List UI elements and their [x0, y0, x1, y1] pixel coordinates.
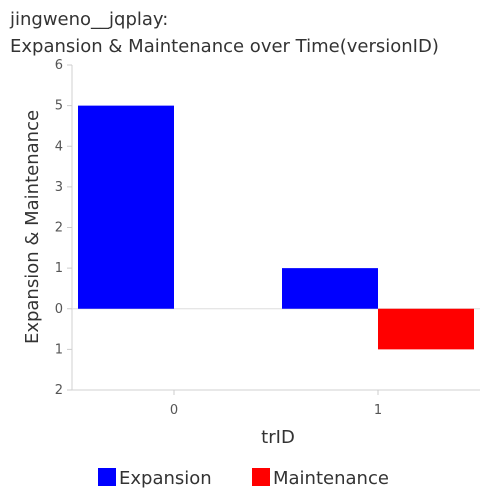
bar-expansion-0 — [78, 105, 174, 309]
y-tick-label: 6 — [55, 58, 63, 73]
x-tick-label: 1 — [374, 403, 382, 418]
x-tick-label: 0 — [170, 403, 178, 418]
legend-swatch-expansion — [98, 468, 116, 486]
y-axis-ticks: 6 5 4 3 2 1 0 1 2 — [55, 58, 72, 398]
bar-expansion-1 — [282, 268, 378, 309]
y-axis-title: Expansion & Maintenance — [22, 110, 43, 344]
x-axis-title: trID — [261, 427, 295, 448]
y-tick-label: 0 — [55, 302, 63, 317]
legend-swatch-maintenance — [252, 468, 270, 486]
chart-title-line-1: jingweno__jqplay: — [9, 9, 168, 30]
bars — [78, 105, 474, 350]
legend: Expansion Maintenance — [98, 468, 389, 489]
chart-title-line-2: Expansion & Maintenance over Time(versio… — [10, 36, 439, 57]
y-tick-label: 3 — [55, 180, 63, 195]
legend-label-expansion: Expansion — [119, 468, 212, 489]
legend-label-maintenance: Maintenance — [273, 468, 389, 489]
y-tick-label: 1 — [55, 261, 63, 276]
y-tick-label: 4 — [55, 139, 63, 154]
y-tick-label: 2 — [55, 221, 63, 236]
y-tick-label: 5 — [55, 99, 63, 114]
y-tick-label: 1 — [55, 342, 63, 357]
y-tick-label: 2 — [55, 383, 63, 398]
bar-maintenance-1 — [378, 308, 474, 350]
